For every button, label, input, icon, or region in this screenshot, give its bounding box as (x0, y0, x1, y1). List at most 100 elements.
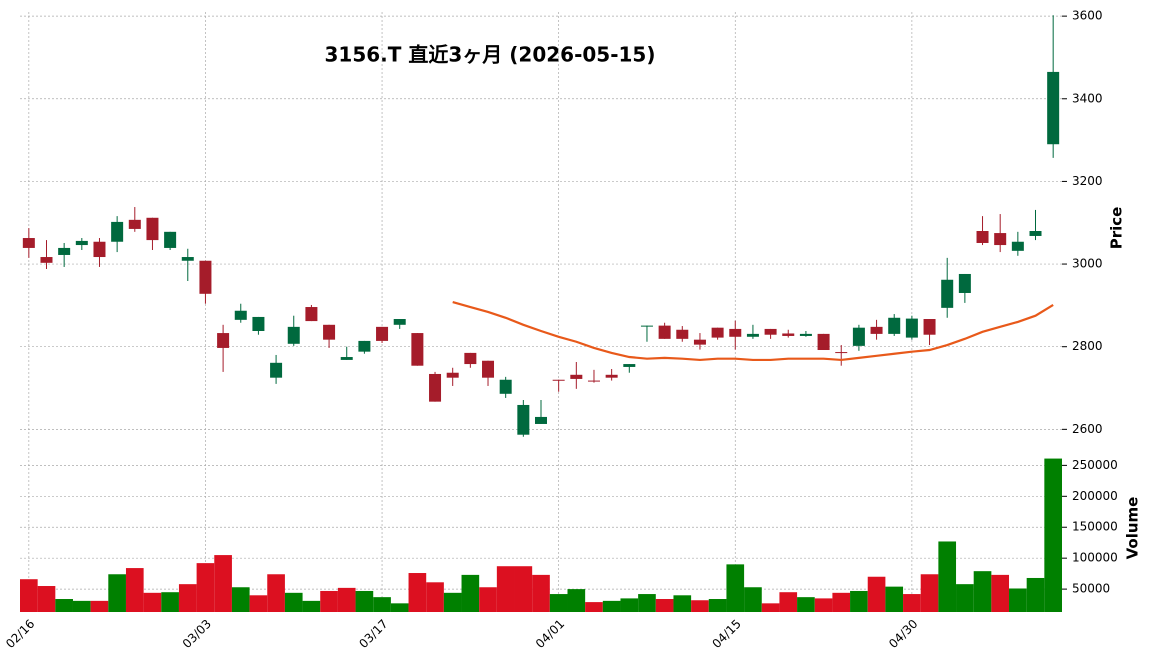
volume-bar (302, 600, 321, 612)
candle-body (464, 352, 477, 365)
candle-body (22, 238, 35, 248)
volume-bar (938, 541, 957, 612)
volume-bar (355, 590, 374, 612)
volume-bar (514, 566, 533, 612)
candle-body (446, 372, 459, 378)
volume-bar (143, 592, 162, 612)
candle-body (517, 404, 530, 435)
x-tick-label: 04/01 (533, 617, 567, 651)
candle-body (217, 333, 230, 348)
volume-bar (90, 600, 109, 612)
candle-body (305, 307, 318, 322)
y-tick-label: 100000 (1072, 551, 1118, 565)
y-tick-label: 3200 (1072, 174, 1103, 188)
candle-body (128, 219, 141, 229)
volume-bar (426, 582, 444, 612)
volume-bar (496, 566, 515, 612)
candle-body (729, 328, 742, 337)
y-tick-label: 3000 (1072, 257, 1103, 271)
y-tick-label: 200000 (1072, 489, 1118, 503)
volume-bar (20, 579, 38, 612)
volume-bar (885, 586, 904, 612)
volume-bar (567, 589, 586, 612)
volume-bar (284, 592, 303, 612)
volume-bar (178, 584, 197, 612)
candle-body (870, 326, 883, 334)
candle-body (552, 379, 565, 381)
volume-bar (620, 598, 639, 612)
candle-body (393, 319, 406, 325)
moving-average-line (452, 301, 1054, 362)
candle-body (535, 416, 547, 424)
volume-bar (249, 595, 268, 612)
volume-bar (461, 574, 480, 612)
volume-bar (231, 587, 250, 612)
volume-bar (797, 597, 815, 612)
candle-body (764, 328, 777, 335)
volume-bar (726, 564, 745, 612)
y-tick-label: 3600 (1072, 9, 1103, 23)
candle-body (941, 279, 954, 308)
candle-body (181, 257, 194, 261)
volume-bar (549, 594, 568, 612)
volume-bar (72, 600, 91, 612)
candle-body (1029, 231, 1042, 236)
volume-bar (832, 592, 851, 612)
volume-bar (125, 568, 144, 612)
candle-body (164, 231, 177, 248)
volume-bar (267, 574, 285, 612)
x-tick-label: 03/03 (180, 617, 214, 651)
x-tick-label: 02/16 (3, 617, 37, 651)
candle-body (994, 233, 1007, 246)
volume-bar (761, 603, 780, 612)
candle-body (252, 316, 265, 331)
y-tick-label: 250000 (1072, 458, 1118, 472)
candle-body (376, 326, 389, 341)
volume-bar (708, 599, 727, 612)
volume-bar (814, 598, 833, 612)
volume-bar (956, 584, 974, 612)
candle-body (693, 339, 706, 345)
candle-body (835, 352, 848, 354)
candle-body (358, 340, 371, 352)
volume-bar (903, 594, 921, 612)
candle-body (782, 333, 795, 336)
candle-body (587, 380, 600, 382)
x-tick-label: 04/15 (710, 617, 744, 651)
volume-bar (779, 592, 798, 612)
candle-body (711, 327, 724, 338)
volume-bar (108, 574, 126, 612)
candle-body (482, 360, 495, 378)
candle-body (270, 362, 283, 378)
candle-body (199, 260, 212, 294)
candle-body (1047, 71, 1060, 145)
volume-bar (443, 592, 462, 612)
volume-bar (320, 590, 338, 612)
y-tick-label: 2800 (1072, 339, 1103, 353)
volume-bar (532, 574, 550, 612)
volume-bar (850, 590, 868, 612)
candle-body (146, 217, 159, 241)
candle-body (799, 333, 812, 336)
volume-axis-label: Volume (1124, 497, 1142, 560)
volume-bar (337, 587, 356, 612)
candle-body (923, 319, 936, 335)
candle-body (429, 373, 442, 402)
candle-body (323, 324, 336, 340)
volume-bar (390, 603, 409, 612)
volume-bar (479, 587, 497, 612)
candle-body (817, 333, 830, 351)
candle-body (623, 364, 636, 367)
grid (20, 12, 1062, 612)
candle-body (605, 374, 618, 378)
y-tick-label: 50000 (1072, 582, 1110, 596)
candle-body (499, 379, 512, 394)
candle-body (640, 325, 653, 327)
volume-bar (867, 576, 886, 612)
y-tick-label: 2600 (1072, 422, 1103, 436)
candle-body (852, 327, 865, 346)
volume-bar (602, 600, 621, 612)
volume-bar (161, 592, 179, 612)
candle-body (340, 357, 353, 360)
